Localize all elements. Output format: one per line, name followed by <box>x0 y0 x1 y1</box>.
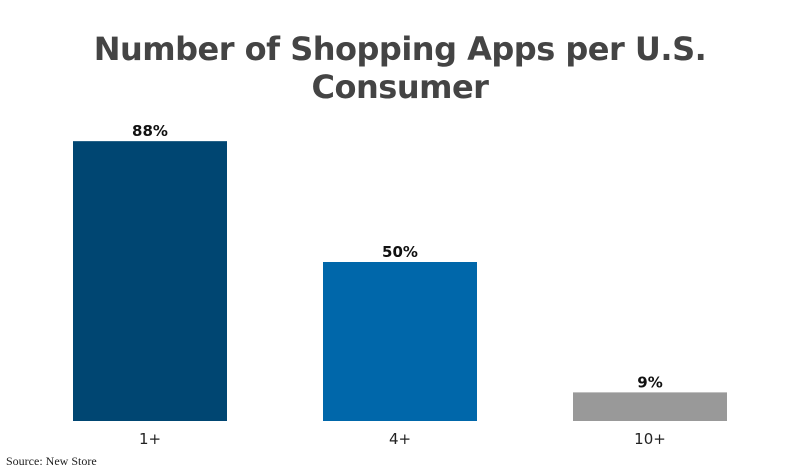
value-labels-group: 88% 50% 9% <box>132 122 663 391</box>
chart-title: Number of Shopping Apps per U.S. Consume… <box>93 30 707 106</box>
category-label: 1+ <box>139 430 161 448</box>
bar-value-label: 88% <box>132 122 168 140</box>
category-label: 4+ <box>389 430 411 448</box>
bar-value-label: 9% <box>637 373 662 391</box>
category-labels-group: 1+ 4+ 10+ <box>139 430 666 448</box>
bar-1-plus <box>73 141 227 421</box>
bar-10-plus <box>573 392 727 421</box>
bars-group <box>73 141 727 421</box>
category-label: 10+ <box>634 430 666 448</box>
bar-4-plus <box>323 262 477 421</box>
bar-value-label: 50% <box>382 243 418 261</box>
source-note: Source: New Store <box>6 454 97 468</box>
